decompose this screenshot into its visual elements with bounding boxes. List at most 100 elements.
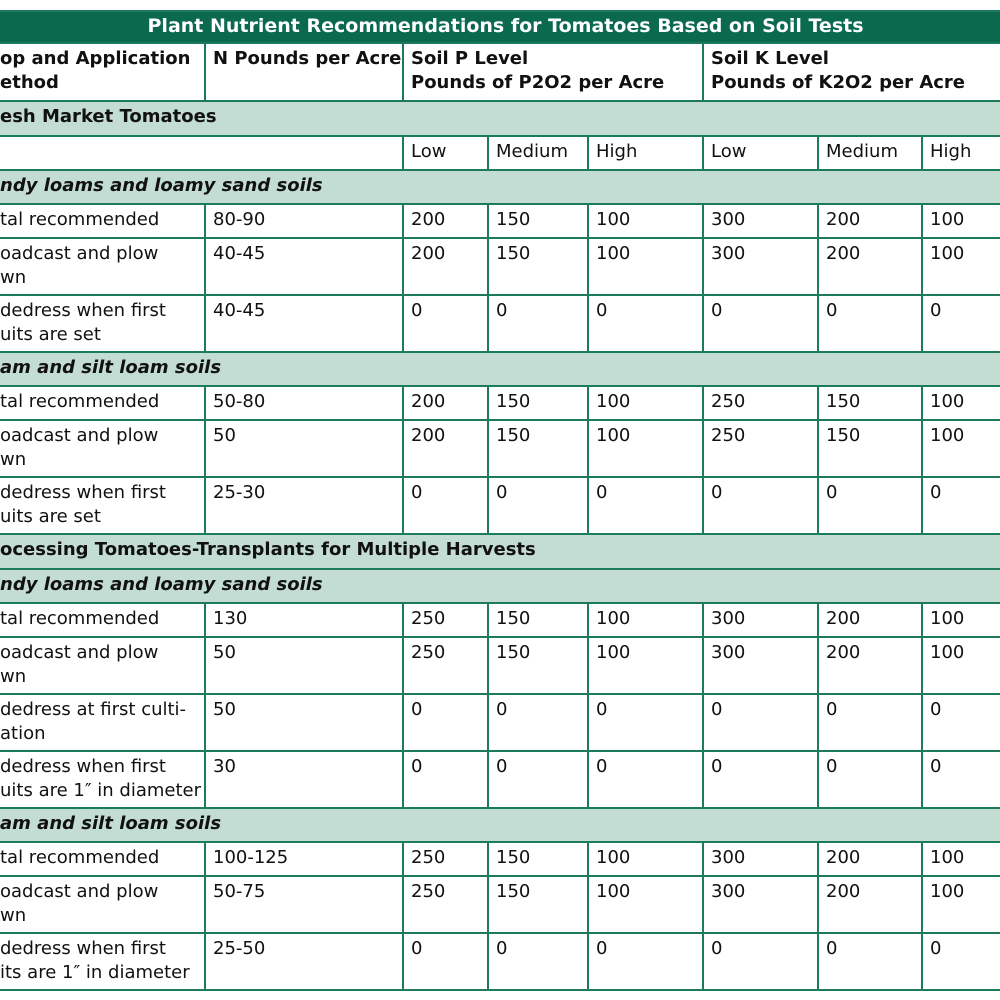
value-cell: 0 bbox=[920, 693, 1000, 752]
value-cell: 250 bbox=[402, 602, 489, 638]
value-cell: 100 bbox=[587, 203, 704, 239]
value-cell: 250 bbox=[402, 841, 489, 877]
value-cell: 250 bbox=[702, 419, 819, 478]
value-cell: 100-125 bbox=[204, 841, 404, 877]
header-cell: Soil P Level Pounds of P2O2 per Acre bbox=[402, 42, 704, 102]
value-cell: 200 bbox=[402, 385, 489, 421]
value-cell: 0 bbox=[487, 693, 589, 752]
table-body: Plant Nutrient Recommendations for Tomat… bbox=[0, 10, 1000, 991]
value-cell: 100 bbox=[920, 841, 1000, 877]
data-row: dedress at first culti- ation 50 0 0 0 0 0 0 bbox=[0, 693, 1000, 752]
value-cell: 250 bbox=[402, 636, 489, 695]
data-row: oadcast and plow wn 40-45 200 150 100 300 200 1… bbox=[0, 237, 1000, 296]
method-cell: oadcast and plow wn bbox=[0, 875, 206, 934]
value-cell: 0 bbox=[587, 693, 704, 752]
section-row: ocessing Tomatoes-Transplants for Multip… bbox=[0, 533, 1000, 570]
level-row: Low Medium High Low Medium High bbox=[0, 135, 1000, 171]
value-cell: 0 bbox=[920, 294, 1000, 353]
subsection-row: ndy loams and loamy sand soils bbox=[0, 169, 1000, 205]
value-cell: 250 bbox=[402, 875, 489, 934]
header-cell: N Pounds per Acre bbox=[204, 42, 404, 102]
value-cell: 0 bbox=[920, 750, 1000, 809]
value-cell: 0 bbox=[487, 932, 589, 991]
method-cell: dedress at first culti- ation bbox=[0, 693, 206, 752]
value-cell: 100 bbox=[920, 203, 1000, 239]
value-cell: 40-45 bbox=[204, 294, 404, 353]
value-cell: 150 bbox=[487, 875, 589, 934]
blank-cell bbox=[0, 135, 404, 171]
value-cell: 200 bbox=[817, 237, 923, 296]
value-cell: 50 bbox=[204, 636, 404, 695]
value-cell: 200 bbox=[817, 841, 923, 877]
value-cell: 50 bbox=[204, 693, 404, 752]
value-cell: 0 bbox=[402, 693, 489, 752]
value-cell: 0 bbox=[920, 932, 1000, 991]
value-cell: 0 bbox=[702, 476, 819, 535]
value-cell: 200 bbox=[817, 602, 923, 638]
value-cell: 300 bbox=[702, 203, 819, 239]
level-cell: Low bbox=[402, 135, 489, 171]
value-cell: 40-45 bbox=[204, 237, 404, 296]
value-cell: 0 bbox=[402, 750, 489, 809]
value-cell: 0 bbox=[402, 294, 489, 353]
value-cell: 0 bbox=[817, 932, 923, 991]
value-cell: 100 bbox=[920, 385, 1000, 421]
data-row: tal recommended 100-125 250 150 100 300 200 100 bbox=[0, 841, 1000, 877]
level-cell: High bbox=[920, 135, 1000, 171]
value-cell: 150 bbox=[487, 237, 589, 296]
data-row: tal recommended 50-80 200 150 100 250 150 100 bbox=[0, 385, 1000, 421]
value-cell: 300 bbox=[702, 841, 819, 877]
value-cell: 0 bbox=[702, 294, 819, 353]
value-cell: 0 bbox=[402, 476, 489, 535]
value-cell: 150 bbox=[817, 419, 923, 478]
value-cell: 0 bbox=[587, 932, 704, 991]
data-row: dedress when first uits are set 40-45 0 0 0 0… bbox=[0, 294, 1000, 353]
subsection-label: am and silt loam soils bbox=[0, 351, 1000, 387]
value-cell: 100 bbox=[587, 841, 704, 877]
section-label: ocessing Tomatoes-Transplants for Multip… bbox=[0, 533, 1000, 570]
subsection-row: am and silt loam soils bbox=[0, 351, 1000, 387]
data-row: tal recommended 80-90 200 150 100 300 200 100 bbox=[0, 203, 1000, 239]
value-cell: 0 bbox=[817, 294, 923, 353]
value-cell: 100 bbox=[587, 636, 704, 695]
level-cell: Low bbox=[702, 135, 819, 171]
data-row: tal recommended 130 250 150 100 300 200 100 bbox=[0, 602, 1000, 638]
value-cell: 150 bbox=[487, 602, 589, 638]
value-cell: 0 bbox=[702, 693, 819, 752]
value-cell: 130 bbox=[204, 602, 404, 638]
subsection-label: ndy loams and loamy sand soils bbox=[0, 169, 1000, 205]
value-cell: 100 bbox=[587, 385, 704, 421]
value-cell: 150 bbox=[487, 203, 589, 239]
value-cell: 200 bbox=[817, 636, 923, 695]
value-cell: 300 bbox=[702, 875, 819, 934]
method-cell: dedress when first its are 1″ in diamete… bbox=[0, 932, 206, 991]
data-row: oadcast and plow wn 50 200 150 100 250 150 100 bbox=[0, 419, 1000, 478]
section-row: esh Market Tomatoes bbox=[0, 100, 1000, 137]
data-row: dedress when first uits are 1″ in diamet… bbox=[0, 750, 1000, 809]
value-cell: 0 bbox=[817, 693, 923, 752]
value-cell: 50-80 bbox=[204, 385, 404, 421]
value-cell: 150 bbox=[487, 636, 589, 695]
header-cell: op and Application ethod bbox=[0, 42, 206, 102]
value-cell: 30 bbox=[204, 750, 404, 809]
value-cell: 100 bbox=[920, 602, 1000, 638]
method-cell: dedress when first uits are set bbox=[0, 476, 206, 535]
method-cell: tal recommended bbox=[0, 203, 206, 239]
value-cell: 0 bbox=[587, 750, 704, 809]
value-cell: 100 bbox=[920, 875, 1000, 934]
value-cell: 0 bbox=[817, 750, 923, 809]
value-cell: 300 bbox=[702, 636, 819, 695]
header-row: op and Application ethod N Pounds per Ac… bbox=[0, 42, 1000, 102]
value-cell: 80-90 bbox=[204, 203, 404, 239]
value-cell: 200 bbox=[817, 875, 923, 934]
value-cell: 25-50 bbox=[204, 932, 404, 991]
value-cell: 150 bbox=[487, 419, 589, 478]
header-cell: Soil K Level Pounds of K2O2 per Acre bbox=[701, 42, 1000, 102]
data-row: oadcast and plow wn 50 250 150 100 300 200 100 bbox=[0, 636, 1000, 695]
value-cell: 100 bbox=[587, 875, 704, 934]
value-cell: 25-30 bbox=[204, 476, 404, 535]
value-cell: 0 bbox=[587, 476, 704, 535]
value-cell: 50 bbox=[204, 419, 404, 478]
value-cell: 0 bbox=[920, 476, 1000, 535]
